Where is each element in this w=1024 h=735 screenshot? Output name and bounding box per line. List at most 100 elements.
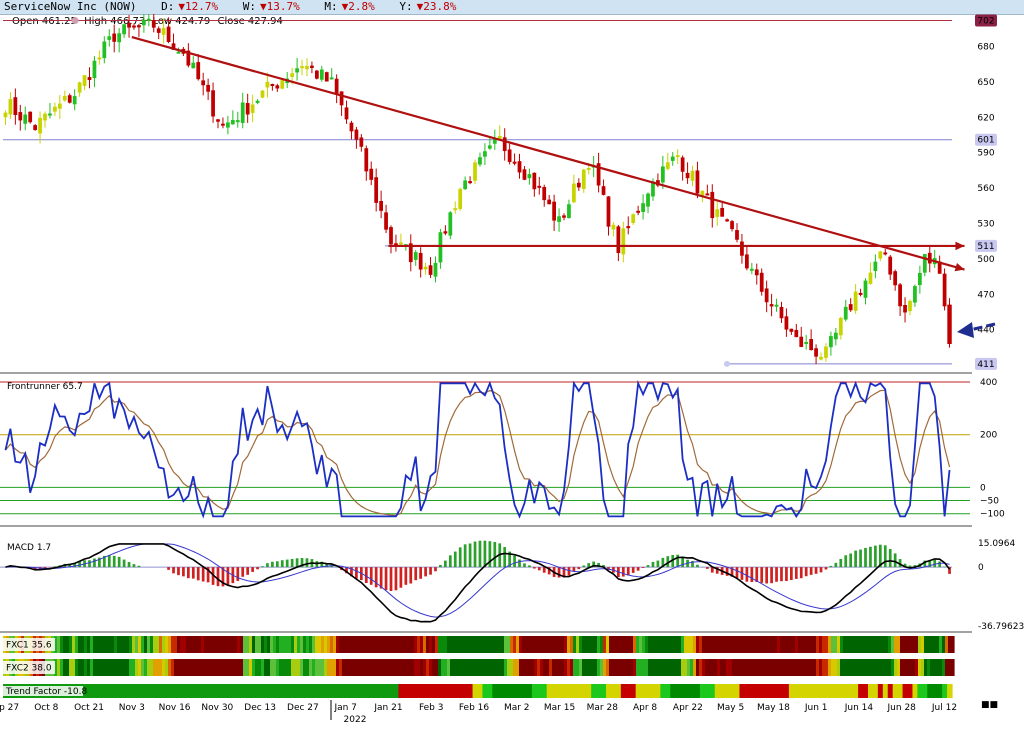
heat-cell bbox=[423, 659, 427, 676]
candle-body bbox=[725, 219, 729, 222]
candle-body bbox=[117, 33, 122, 43]
heat-cell bbox=[597, 659, 601, 676]
candle-body bbox=[641, 203, 645, 213]
heat-cell bbox=[333, 659, 337, 676]
heat-cell bbox=[54, 659, 58, 676]
candle-body bbox=[621, 228, 626, 255]
x-axis-label: Mar 2 bbox=[504, 703, 530, 713]
heat-cell bbox=[705, 636, 709, 653]
heat-cell bbox=[54, 636, 58, 653]
heat-cell bbox=[922, 684, 928, 698]
candle-body bbox=[102, 41, 107, 59]
heat-cell bbox=[437, 684, 444, 698]
x-axis-label: Apr 8 bbox=[633, 703, 657, 713]
heat-cell bbox=[258, 636, 262, 653]
heat-cell bbox=[915, 636, 919, 653]
heat-cell bbox=[882, 684, 889, 698]
heat-cell bbox=[249, 636, 253, 653]
heat-cell bbox=[861, 636, 865, 653]
heat-cell bbox=[273, 636, 277, 653]
heat-cell bbox=[801, 636, 805, 653]
heat-cell bbox=[780, 659, 784, 676]
heat-cell bbox=[381, 659, 385, 676]
heat-cell bbox=[159, 659, 163, 676]
heat-cell bbox=[375, 659, 379, 676]
heat-cell bbox=[618, 659, 622, 676]
candle-body bbox=[354, 129, 359, 140]
heat-cell bbox=[663, 636, 667, 653]
heat-cell bbox=[282, 659, 286, 676]
price-panel: 702 601 511 411 680 650 620 590 560 530 500 470 440 bbox=[0, 14, 997, 374]
candle-body bbox=[8, 99, 13, 115]
heat-cell bbox=[269, 684, 276, 698]
heat-cell bbox=[243, 636, 247, 653]
heat-cell bbox=[270, 636, 274, 653]
heat-cell bbox=[858, 659, 862, 676]
heat-cell bbox=[702, 659, 706, 676]
heat-cell bbox=[576, 684, 582, 698]
heat-cell bbox=[327, 636, 331, 653]
heat-cell bbox=[635, 684, 642, 698]
heat-cell bbox=[153, 659, 157, 676]
heat-cell bbox=[225, 659, 229, 676]
heat-cell bbox=[669, 659, 673, 676]
candle-body bbox=[873, 261, 878, 271]
heat-cell bbox=[571, 684, 577, 698]
heat-cell bbox=[405, 659, 409, 676]
candle-body bbox=[48, 113, 52, 116]
heat-cell bbox=[420, 659, 424, 676]
heat-cell bbox=[339, 684, 345, 698]
heat-cell bbox=[601, 684, 607, 698]
heat-cell bbox=[642, 636, 646, 653]
heat-cell bbox=[552, 636, 556, 653]
candle-body bbox=[57, 103, 62, 109]
heat-cell bbox=[834, 659, 838, 676]
heat-cell bbox=[72, 636, 76, 653]
candle-body bbox=[715, 209, 720, 217]
heat-cell bbox=[873, 659, 877, 676]
heat-cell bbox=[912, 636, 916, 653]
candle-body bbox=[537, 185, 542, 188]
candle-body bbox=[764, 288, 769, 303]
heat-cell bbox=[237, 659, 241, 676]
frontrunner-signal-line bbox=[5, 389, 951, 516]
heat-cell bbox=[591, 684, 597, 698]
heat-cell bbox=[540, 636, 544, 653]
x-axis-label: Jan 21 bbox=[373, 703, 402, 713]
candle-body bbox=[171, 43, 176, 50]
heat-cell bbox=[768, 636, 772, 653]
heat-cell bbox=[694, 684, 701, 698]
candle-body bbox=[695, 170, 700, 194]
candle-body bbox=[408, 243, 413, 263]
candle-body bbox=[438, 232, 443, 263]
price-level-label: 411 bbox=[977, 360, 994, 370]
heat-cell bbox=[413, 684, 419, 698]
heat-cell bbox=[846, 636, 850, 653]
heat-cell bbox=[558, 659, 562, 676]
heat-cell bbox=[276, 636, 280, 653]
heat-cell bbox=[363, 659, 367, 676]
heat-cell bbox=[612, 659, 616, 676]
heat-cell bbox=[90, 636, 94, 653]
heat-cell bbox=[519, 636, 523, 653]
heat-cell bbox=[512, 684, 518, 698]
heat-cell bbox=[828, 659, 832, 676]
heat-cell bbox=[111, 659, 115, 676]
heat-cell bbox=[567, 636, 571, 653]
candle-body bbox=[265, 81, 270, 88]
heat-cell bbox=[507, 684, 513, 698]
candle-body bbox=[270, 83, 275, 86]
frontrunner-panel: 400 200 0 −50 −100 Frontrunner 65.7 bbox=[0, 378, 1005, 527]
heat-cell bbox=[495, 636, 499, 653]
x-axis-label: Nov 3 bbox=[119, 703, 145, 713]
candle-body bbox=[176, 51, 181, 54]
heat-cell bbox=[366, 659, 370, 676]
heat-cell bbox=[357, 659, 361, 676]
heat-cell bbox=[309, 659, 313, 676]
candle-body bbox=[581, 169, 586, 189]
heat-cell bbox=[711, 659, 715, 676]
candle-body bbox=[478, 157, 482, 165]
heat-cell bbox=[438, 636, 442, 653]
heat-cell bbox=[304, 684, 311, 698]
heat-cell bbox=[183, 636, 187, 653]
